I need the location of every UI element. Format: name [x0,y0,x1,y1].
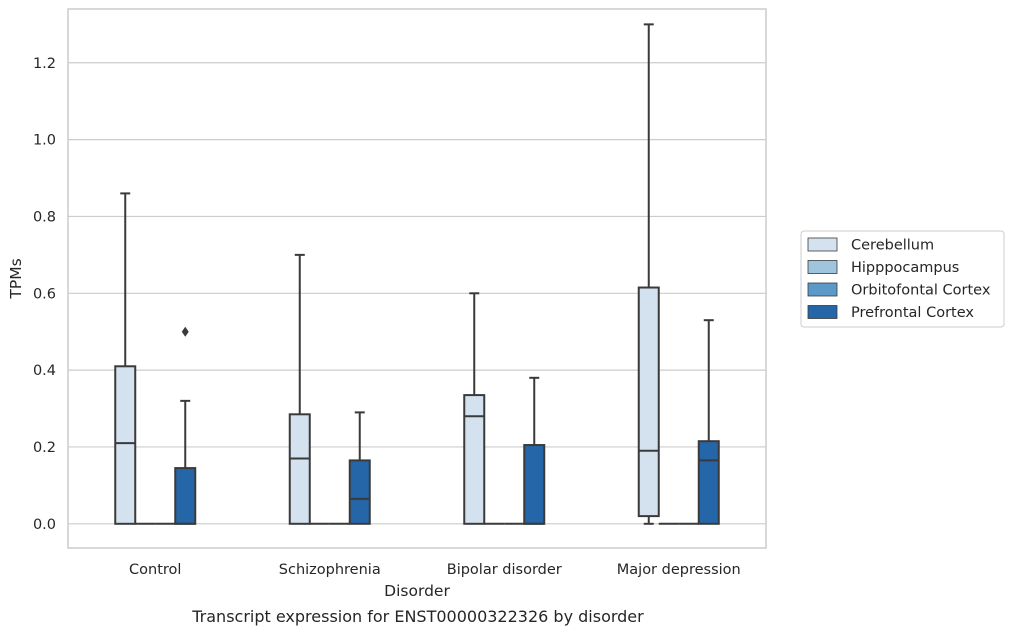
legend-swatch [807,237,838,252]
box-iqr [348,459,371,525]
box-iqr [114,365,137,525]
box-3-2 [523,376,546,525]
legend-items: Cerebellum Hipppocampus Orbitofontal Corte… [807,237,991,321]
box-3-3 [697,319,720,525]
legend-label: Cerebellum [851,238,934,254]
x-tick-label: Control [129,562,181,578]
box-iqr [463,394,486,525]
x-axis-label: Disorder [384,582,450,600]
box-iqr [174,467,197,525]
x-tick-label: Major depression [617,562,741,578]
legend-frame [800,230,1005,328]
box-iqr [637,286,660,518]
legend-swatch [807,260,838,274]
chart-caption: Transcript expression for ENST0000032232… [191,607,644,626]
box-iqr [288,413,311,525]
y-tick-label: 1.2 [33,56,56,72]
legend-label: Hipppocampus [851,260,959,276]
y-tick-label: 0.8 [33,209,56,225]
y-tick-label: 0.4 [33,363,56,379]
box-iqr [697,440,720,525]
box-plot-marks [114,23,720,525]
box-3-0 [174,326,197,525]
legend-swatch [807,305,838,319]
plot-frame [67,8,767,549]
box-iqr [523,444,546,525]
x-tick-label: Bipolar disorder [447,562,562,578]
legend-label: Orbitofontal Cortex [851,283,991,299]
y-axis-label: TPMs [7,258,25,299]
box-0-0 [114,192,137,525]
legend-label: Prefrontal Cortex [851,305,974,321]
y-tick-labels: 0.0 0.2 0.4 0.6 0.8 1.0 1.2 [33,56,56,533]
x-tick-label: Schizophrenia [279,562,381,578]
box-0-1 [288,253,311,525]
box-3-1 [348,411,371,525]
y-tick-label: 1.0 [33,133,56,149]
box-0-2 [463,292,486,525]
y-tick-label: 0.6 [33,286,56,302]
box-0-3 [637,23,660,525]
legend: Cerebellum Hipppocampus Orbitofontal Corte… [800,230,1005,328]
y-tick-label: 0.0 [33,517,56,533]
y-tick-label: 0.2 [33,440,56,456]
outlier-point [181,326,189,337]
legend-swatch [807,282,838,297]
x-tick-labels: Control Schizophrenia Bipolar disorder Majo… [129,562,741,578]
grid-lines [68,62,766,525]
